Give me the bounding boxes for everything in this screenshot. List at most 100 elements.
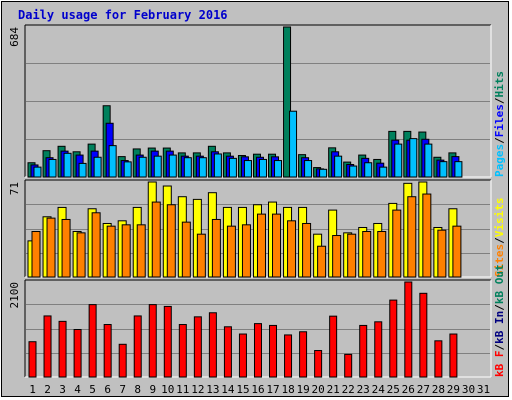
sites-bar xyxy=(181,221,191,278)
sites-bar xyxy=(226,225,236,278)
sites-bar xyxy=(272,213,282,278)
legend-entry: / xyxy=(493,237,506,244)
pages-bar xyxy=(108,145,117,178)
kb-f-bar xyxy=(253,323,262,378)
sites-bar xyxy=(422,193,432,278)
x-tick-label: 4 xyxy=(74,383,81,396)
x-tick-label: 1 xyxy=(29,383,36,396)
pages-bar xyxy=(349,165,358,178)
sites-bar xyxy=(347,233,357,278)
x-tick-label: 10 xyxy=(161,383,174,396)
sites-bar xyxy=(121,224,131,278)
sites-bar xyxy=(151,201,161,278)
pages-bar xyxy=(183,157,192,178)
x-tick-label: 28 xyxy=(432,383,445,396)
kb-f-bar xyxy=(208,312,217,378)
pages-bar xyxy=(334,155,343,178)
legend-entry: / xyxy=(493,97,506,104)
x-tick-label: 19 xyxy=(296,383,309,396)
pages-bar xyxy=(439,161,448,178)
sites-bar xyxy=(256,213,266,278)
kb-f-bar xyxy=(449,333,458,378)
sites-bar xyxy=(166,204,176,278)
x-tick-label: 5 xyxy=(89,383,96,396)
sites-bar xyxy=(362,231,372,278)
kb-f-bar xyxy=(193,316,202,378)
legend-entry: Hits xyxy=(493,71,506,98)
kb-f-bar xyxy=(238,333,247,378)
chart-title: Daily usage for February 2016 xyxy=(18,8,228,22)
kb-f-bar xyxy=(223,326,232,378)
kb-f-bar xyxy=(133,315,142,378)
pages-bar xyxy=(48,158,57,178)
pages-bar xyxy=(168,154,177,178)
sites-bar xyxy=(437,229,447,278)
sites-bar xyxy=(91,212,101,278)
kb-f-bar xyxy=(389,299,398,378)
x-tick-label: 2 xyxy=(44,383,51,396)
pages-bar xyxy=(454,161,463,178)
x-tick-label: 27 xyxy=(417,383,430,396)
x-tick-label: 14 xyxy=(221,383,235,396)
sites-bar xyxy=(46,217,56,278)
x-tick-label: 20 xyxy=(311,383,324,396)
pages-bar xyxy=(379,166,388,178)
sites-bar xyxy=(106,225,116,278)
pages-bar xyxy=(319,168,328,178)
kb-f-bar xyxy=(419,292,428,378)
x-tick-label: 18 xyxy=(281,383,294,396)
kb-f-bar xyxy=(43,315,52,378)
x-tick-label: 13 xyxy=(206,383,219,396)
sites-bar xyxy=(287,220,297,278)
kb-f-bar xyxy=(28,341,37,378)
x-tick-label: 31 xyxy=(477,383,490,396)
pages-bar xyxy=(274,160,283,178)
sites-bar xyxy=(196,233,206,278)
sites-bar xyxy=(332,235,342,278)
pages-bar xyxy=(258,158,267,178)
kbytes-legend: kB F/kB In/kB Out xyxy=(493,264,506,377)
hits-bar xyxy=(283,26,292,178)
legend-entry: / xyxy=(493,344,506,351)
kb-f-bar xyxy=(434,340,443,378)
kb-f-bar xyxy=(299,331,308,378)
sites-bar xyxy=(241,224,251,278)
pages-bar xyxy=(63,152,72,178)
visits-ymax-label: 71 xyxy=(8,182,21,195)
x-tick-label: 29 xyxy=(447,383,460,396)
sites-bar xyxy=(31,231,41,278)
visits-legend: Sites/Visits xyxy=(493,198,506,278)
pages-bar xyxy=(78,162,87,178)
x-tick-label: 11 xyxy=(176,383,189,396)
legend-entry: / xyxy=(493,137,506,144)
sites-bar xyxy=(392,209,402,278)
pages-bar xyxy=(153,155,162,178)
pages-bar xyxy=(243,160,252,178)
kb-f-bar xyxy=(344,353,353,378)
kb-f-bar xyxy=(314,350,323,378)
kb-f-bar xyxy=(359,324,368,378)
x-tick-label: 12 xyxy=(191,383,204,396)
x-tick-label: 24 xyxy=(372,383,386,396)
kb-f-bar xyxy=(329,315,338,378)
sites-bar xyxy=(61,218,71,278)
kb-f-bar xyxy=(163,305,172,378)
kb-f-bar xyxy=(103,324,112,378)
kb-f-bar xyxy=(404,281,413,378)
kb-f-bar xyxy=(58,320,67,378)
sites-bar xyxy=(211,218,221,278)
x-tick-label: 7 xyxy=(119,383,126,396)
x-tick-label: 6 xyxy=(104,383,111,396)
sites-bar xyxy=(76,232,86,278)
x-tick-label: 9 xyxy=(149,383,156,396)
pages-bar xyxy=(198,157,207,178)
kbytes-ymax-label: 2100 xyxy=(8,282,21,309)
pages-bar xyxy=(409,138,418,178)
legend-entry: / xyxy=(493,304,506,311)
x-tick-label: 15 xyxy=(236,383,249,396)
pages-bar xyxy=(213,153,222,178)
kb-f-bar xyxy=(148,304,157,378)
pages-bar xyxy=(394,143,403,178)
sites-bar xyxy=(136,224,146,278)
